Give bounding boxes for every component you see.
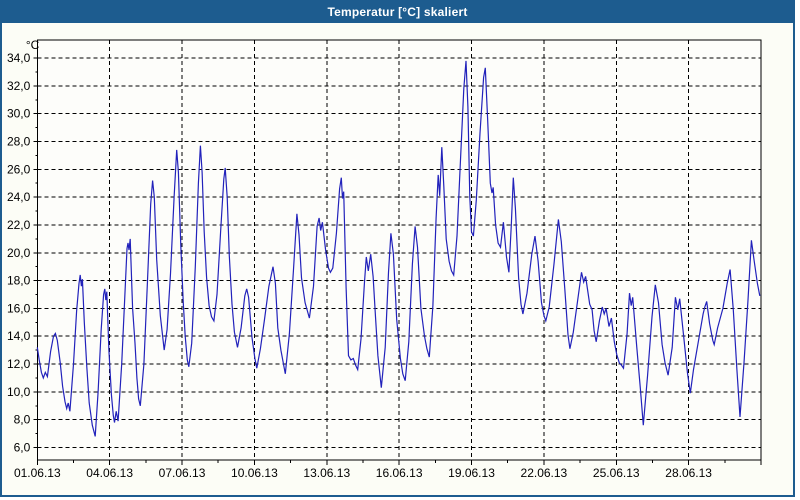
svg-text:22,0: 22,0 xyxy=(7,218,31,232)
svg-text:34,0: 34,0 xyxy=(7,51,31,65)
svg-text:07.06.13: 07.06.13 xyxy=(159,466,206,480)
svg-text:18,0: 18,0 xyxy=(7,274,31,288)
svg-text:16.06.13: 16.06.13 xyxy=(376,466,423,480)
svg-text:04.06.13: 04.06.13 xyxy=(86,466,133,480)
svg-text:8,0: 8,0 xyxy=(14,413,31,427)
svg-text:30,0: 30,0 xyxy=(7,107,31,121)
svg-text:19.06.13: 19.06.13 xyxy=(448,466,495,480)
svg-text:10,0: 10,0 xyxy=(7,385,31,399)
svg-text:14,0: 14,0 xyxy=(7,329,31,343)
svg-text:13.06.13: 13.06.13 xyxy=(303,466,350,480)
svg-text:26,0: 26,0 xyxy=(7,162,31,176)
svg-text:°C: °C xyxy=(26,38,40,52)
chart-area: 34,0 32,0 30,0 28,0 26,0 24,0 22,0 20,0 18,0 16,0… xyxy=(2,23,793,495)
title-bar: Temperatur [°C] skaliert xyxy=(2,2,793,23)
svg-text:16,0: 16,0 xyxy=(7,301,31,315)
svg-text:24,0: 24,0 xyxy=(7,190,31,204)
svg-text:32,0: 32,0 xyxy=(7,79,31,93)
svg-text:20,0: 20,0 xyxy=(7,246,31,260)
temperature-line-chart: 34,0 32,0 30,0 28,0 26,0 24,0 22,0 20,0 18,0 16,0… xyxy=(7,38,762,480)
svg-text:12,0: 12,0 xyxy=(7,357,31,371)
svg-text:01.06.13: 01.06.13 xyxy=(14,466,61,480)
svg-text:6,0: 6,0 xyxy=(14,440,31,454)
chart-title: Temperatur [°C] skaliert xyxy=(327,5,468,19)
svg-text:10.06.13: 10.06.13 xyxy=(231,466,278,480)
svg-text:25.06.13: 25.06.13 xyxy=(593,466,640,480)
svg-text:28,0: 28,0 xyxy=(7,135,31,149)
svg-text:28.06.13: 28.06.13 xyxy=(665,466,712,480)
svg-text:22.06.13: 22.06.13 xyxy=(521,466,568,480)
